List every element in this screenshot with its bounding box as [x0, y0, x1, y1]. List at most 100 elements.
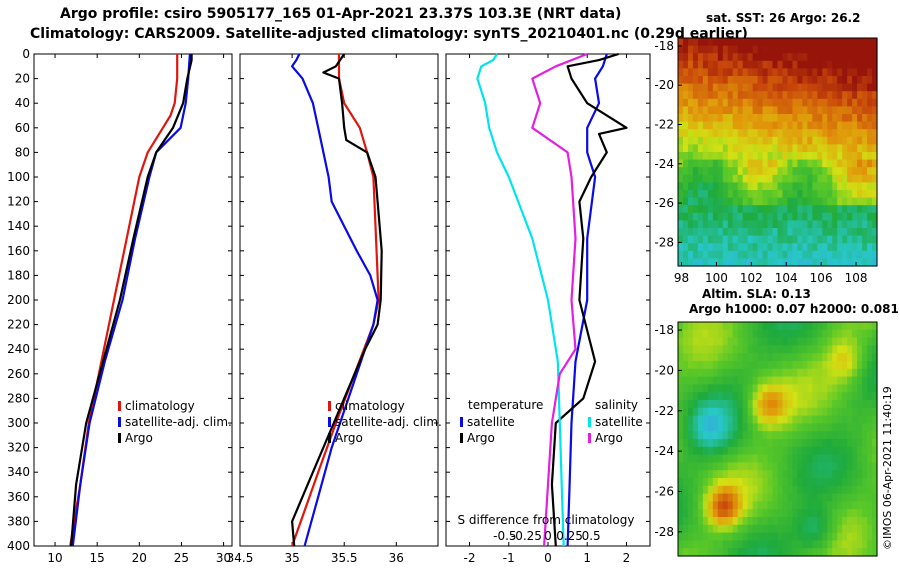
map-cell — [737, 415, 744, 424]
map-cell — [687, 129, 694, 138]
map-cell — [827, 136, 833, 145]
map-cell — [852, 38, 858, 47]
map-cell — [707, 243, 714, 252]
climatology-title: Climatology: CARS2009. Satellite-adjuste… — [30, 26, 748, 42]
map-cell — [747, 250, 754, 259]
map-cell — [767, 423, 774, 432]
map-cell — [867, 167, 873, 176]
map-cell — [802, 205, 808, 214]
map-cell — [777, 501, 784, 510]
map-cell — [827, 493, 833, 502]
map-cell — [772, 368, 779, 378]
map-cell — [712, 152, 719, 161]
map-cell — [707, 446, 714, 456]
map-cell — [862, 144, 868, 153]
map-cell — [742, 400, 749, 409]
map-cell — [682, 60, 689, 69]
map-cell — [827, 243, 833, 252]
map-cell — [782, 361, 789, 370]
map-cell — [678, 431, 684, 440]
map-cell — [837, 493, 843, 502]
map-cell — [807, 454, 813, 463]
map-cell — [822, 91, 828, 100]
map-cell — [862, 106, 868, 115]
map-cell — [732, 423, 739, 432]
map-cell — [862, 220, 868, 229]
map-cell — [762, 548, 769, 557]
map-cell — [742, 493, 749, 502]
map-cell — [742, 470, 749, 479]
map-cell — [722, 250, 729, 259]
temperature-satellite-line — [566, 53, 608, 547]
map-cell — [762, 392, 769, 401]
map-cell — [872, 53, 878, 62]
map-cell — [817, 368, 823, 378]
map-cell — [802, 114, 808, 123]
map-cell — [812, 114, 818, 123]
map-cell — [678, 407, 684, 417]
map-cell — [847, 361, 853, 370]
map-cell — [697, 205, 704, 214]
map-cell — [752, 121, 759, 130]
map-cell — [752, 517, 759, 526]
map-cell — [757, 114, 764, 123]
map-cell — [802, 83, 808, 92]
map-cell — [807, 485, 813, 495]
map-cell — [682, 159, 689, 168]
map-cell — [852, 509, 858, 518]
map-cell — [752, 353, 759, 362]
map-cell — [762, 53, 769, 62]
map-cell — [742, 407, 749, 417]
map-cell — [787, 454, 794, 463]
map-cell — [867, 250, 873, 259]
map-cell — [757, 197, 764, 206]
map-cell — [802, 439, 808, 448]
map-cell — [678, 38, 684, 47]
map-cell — [682, 121, 689, 130]
map-cell — [837, 121, 843, 130]
map-cell — [772, 446, 779, 456]
map-cell — [862, 431, 868, 440]
map-cell — [802, 235, 808, 244]
map-cell — [812, 121, 818, 130]
map-cell — [717, 190, 724, 199]
map-cell — [697, 258, 704, 267]
map-cell — [687, 205, 694, 214]
map-cell — [752, 98, 759, 107]
map-cell — [832, 250, 838, 259]
map-cell — [687, 376, 694, 385]
map-cell — [812, 174, 818, 183]
map-cell — [722, 462, 729, 471]
map-cell — [807, 152, 813, 161]
map-cell — [767, 53, 774, 62]
map-cell — [692, 190, 699, 199]
map-cell — [717, 205, 724, 214]
map-y-tick-label: -18 — [654, 323, 674, 337]
map-cell — [717, 174, 724, 183]
map-cell — [737, 129, 744, 138]
map-cell — [797, 524, 803, 534]
map-cell — [847, 517, 853, 526]
map-cell — [837, 517, 843, 526]
map-cell — [817, 91, 823, 100]
map-cell — [722, 376, 729, 385]
map-cell — [807, 329, 813, 339]
map-cell — [777, 493, 784, 502]
map-cell — [837, 106, 843, 115]
map-cell — [827, 60, 833, 69]
map-cell — [872, 439, 878, 448]
map-cell — [867, 478, 873, 487]
map-cell — [717, 106, 724, 115]
map-cell — [862, 439, 868, 448]
map-cell — [687, 144, 694, 153]
map-cell — [872, 423, 878, 432]
map-cell — [742, 353, 749, 362]
map-cell — [807, 548, 813, 557]
map-cell — [817, 152, 823, 161]
map-cell — [722, 167, 729, 176]
map-cell — [792, 431, 798, 440]
map-cell — [687, 174, 694, 183]
map-cell — [757, 106, 764, 115]
map-cell — [767, 361, 774, 370]
map-cell — [737, 485, 744, 495]
